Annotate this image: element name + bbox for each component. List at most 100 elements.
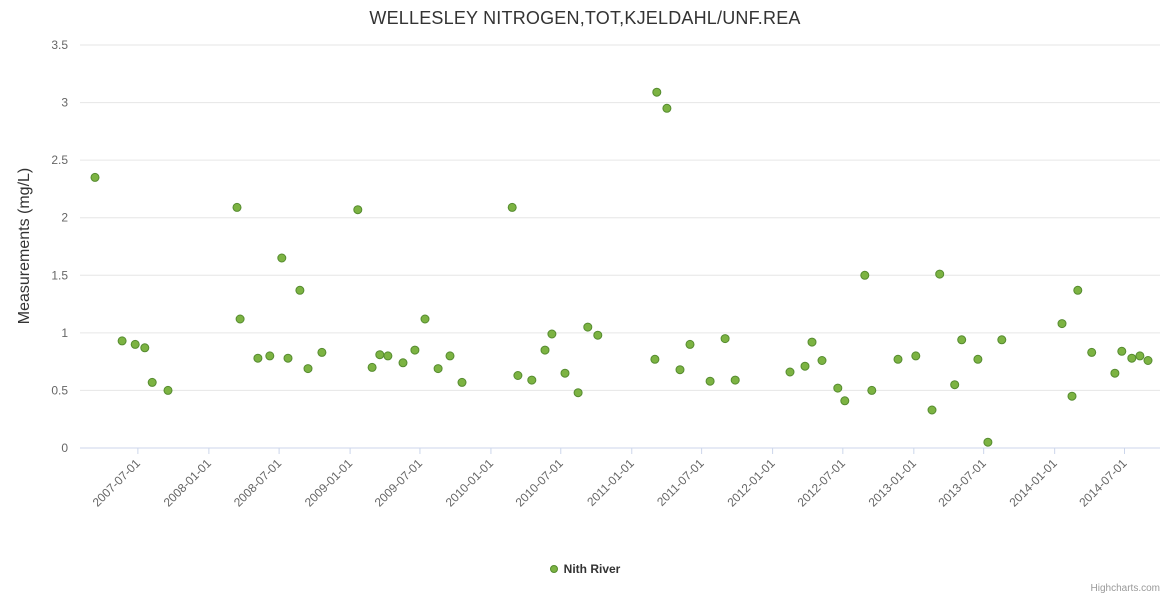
svg-text:2009-01-01: 2009-01-01	[302, 456, 356, 510]
data-point[interactable]	[117, 336, 127, 346]
legend-label: Nith River	[563, 562, 621, 576]
svg-text:2007-07-01: 2007-07-01	[90, 456, 144, 510]
svg-text:0.5: 0.5	[51, 383, 68, 397]
data-point[interactable]	[705, 376, 715, 386]
data-point[interactable]	[283, 353, 293, 363]
data-point[interactable]	[973, 354, 983, 364]
data-point[interactable]	[433, 364, 443, 374]
data-point[interactable]	[833, 383, 843, 393]
data-point[interactable]	[1143, 356, 1153, 365]
svg-text:1: 1	[61, 326, 68, 340]
data-point[interactable]	[652, 87, 662, 97]
data-point[interactable]	[375, 350, 385, 360]
data-point[interactable]	[420, 314, 430, 324]
data-point[interactable]	[353, 205, 363, 215]
data-point[interactable]	[1135, 351, 1145, 361]
data-point[interactable]	[675, 365, 685, 375]
data-point[interactable]	[277, 253, 287, 263]
data-point[interactable]	[1087, 347, 1097, 357]
svg-text:1.5: 1.5	[51, 268, 68, 282]
y-axis-labels: 0 0.5 1 1.5 2 2.5 3 3.5	[51, 38, 68, 455]
data-point[interactable]	[840, 396, 850, 406]
data-point[interactable]	[997, 335, 1007, 345]
data-point[interactable]	[253, 353, 263, 363]
data-point[interactable]	[265, 351, 275, 361]
svg-text:2012-01-01: 2012-01-01	[724, 456, 778, 510]
data-point[interactable]	[130, 339, 140, 349]
data-point[interactable]	[540, 345, 550, 355]
svg-text:2011-07-01: 2011-07-01	[654, 456, 707, 509]
data-point[interactable]	[367, 362, 377, 372]
data-point[interactable]	[817, 356, 827, 365]
data-point[interactable]	[232, 202, 242, 212]
svg-text:2010-07-01: 2010-07-01	[513, 456, 567, 510]
legend-marker-icon	[549, 565, 558, 573]
data-point[interactable]	[807, 337, 817, 347]
data-point[interactable]	[730, 375, 740, 385]
data-point[interactable]	[147, 377, 157, 387]
svg-text:2008-01-01: 2008-01-01	[161, 456, 215, 510]
data-point[interactable]	[90, 172, 100, 182]
data-point[interactable]	[983, 437, 993, 447]
data-points[interactable]	[90, 87, 1153, 447]
data-point[interactable]	[445, 351, 455, 361]
svg-text:2.5: 2.5	[51, 153, 68, 167]
data-point[interactable]	[720, 334, 730, 344]
svg-text:3: 3	[61, 96, 68, 110]
svg-text:2013-01-01: 2013-01-01	[866, 456, 920, 510]
data-point[interactable]	[1067, 391, 1077, 401]
svg-text:2014-01-01: 2014-01-01	[1006, 456, 1060, 510]
data-point[interactable]	[867, 385, 877, 395]
svg-text:2011-01-01: 2011-01-01	[584, 456, 637, 509]
data-point[interactable]	[685, 339, 695, 349]
data-point[interactable]	[935, 269, 945, 279]
data-point[interactable]	[398, 358, 408, 368]
data-point[interactable]	[513, 371, 523, 380]
data-point[interactable]	[507, 202, 517, 212]
x-axis	[80, 447, 1160, 454]
data-point[interactable]	[547, 329, 557, 339]
svg-text:3.5: 3.5	[51, 38, 68, 52]
data-point[interactable]	[860, 270, 870, 280]
data-point[interactable]	[383, 351, 393, 361]
data-point[interactable]	[583, 322, 593, 332]
data-point[interactable]	[785, 367, 795, 377]
data-point[interactable]	[295, 285, 305, 295]
data-point[interactable]	[457, 377, 467, 387]
data-point[interactable]	[800, 361, 810, 371]
data-point[interactable]	[927, 405, 937, 415]
data-point[interactable]	[1117, 346, 1127, 356]
data-point[interactable]	[650, 354, 660, 364]
data-point[interactable]	[303, 364, 313, 374]
data-point[interactable]	[950, 380, 960, 390]
data-point[interactable]	[140, 343, 150, 353]
svg-text:2: 2	[61, 211, 68, 225]
data-point[interactable]	[317, 347, 327, 357]
svg-text:2008-07-01: 2008-07-01	[231, 456, 285, 510]
data-point[interactable]	[235, 314, 245, 324]
chart-title: WELLESLEY NITROGEN,TOT,KJELDAHL/UNF.REA	[369, 8, 801, 28]
data-point[interactable]	[1073, 285, 1083, 295]
data-point[interactable]	[911, 351, 921, 361]
credits-link[interactable]: Highcharts.com	[1090, 583, 1160, 594]
svg-text:0: 0	[61, 441, 68, 455]
data-point[interactable]	[662, 103, 672, 113]
data-point[interactable]	[163, 385, 173, 395]
svg-text:2013-07-01: 2013-07-01	[935, 456, 989, 510]
data-point[interactable]	[527, 375, 537, 385]
data-point[interactable]	[1057, 319, 1067, 329]
data-point[interactable]	[893, 354, 903, 364]
data-point[interactable]	[410, 345, 420, 355]
svg-text:2009-07-01: 2009-07-01	[372, 456, 426, 510]
legend-item-nith-river[interactable]: Nith River	[0, 562, 1170, 576]
data-point[interactable]	[560, 368, 570, 378]
svg-text:2014-07-01: 2014-07-01	[1076, 456, 1130, 510]
y-gridlines	[80, 44, 1160, 449]
data-point[interactable]	[957, 335, 967, 345]
data-point[interactable]	[573, 388, 583, 398]
data-point[interactable]	[1110, 368, 1120, 378]
data-point[interactable]	[593, 330, 603, 340]
data-point[interactable]	[1127, 353, 1137, 363]
